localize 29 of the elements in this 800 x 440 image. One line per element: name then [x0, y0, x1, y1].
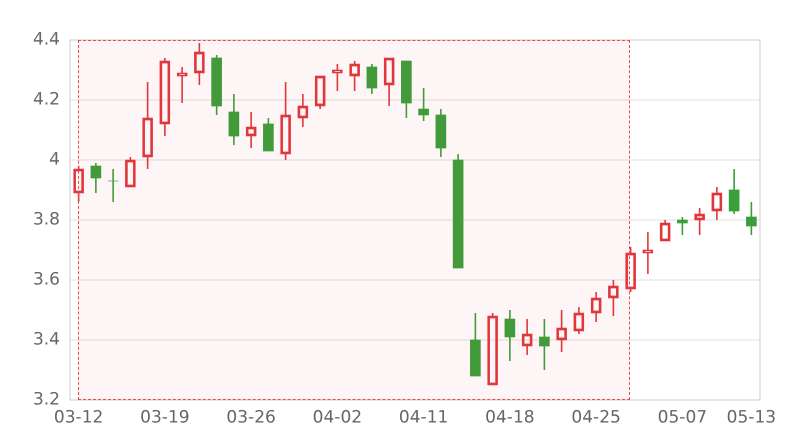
y-tick-label: 3.4 [32, 329, 60, 350]
x-tick-label: 04-02 [312, 408, 362, 428]
y-tick-label: 3.8 [32, 209, 60, 230]
candlestick [470, 312, 481, 376]
x-tick-label: 04-11 [398, 408, 448, 428]
candlestick [228, 93, 240, 146]
y-tick-label: 4 [49, 149, 60, 170]
x-tick-label: 03-12 [54, 408, 104, 428]
candlestick [539, 318, 550, 371]
candlestick [418, 87, 429, 122]
candlestick [90, 162, 102, 194]
x-tick-label: 04-18 [485, 408, 535, 428]
candlestick [211, 54, 222, 116]
x-tick-label: 04-25 [571, 408, 621, 428]
x-tick-label: 03-26 [226, 408, 276, 428]
x-tick-label: 05-13 [726, 408, 776, 428]
y-tick-label: 4.4 [32, 29, 60, 50]
candlestick [436, 108, 446, 158]
y-tick-label: 3.2 [32, 389, 60, 410]
candlestick [504, 309, 516, 362]
candlestick [677, 216, 688, 236]
candlestick [728, 168, 740, 215]
y-tick-label: 3.6 [32, 269, 60, 290]
x-tick-label: 03-19 [140, 408, 190, 428]
y-tick-label: 4.2 [32, 89, 60, 110]
candlestick [108, 168, 118, 203]
candlestick [401, 60, 412, 119]
x-tick-label: 05-07 [658, 408, 708, 428]
candlestick [746, 201, 757, 236]
